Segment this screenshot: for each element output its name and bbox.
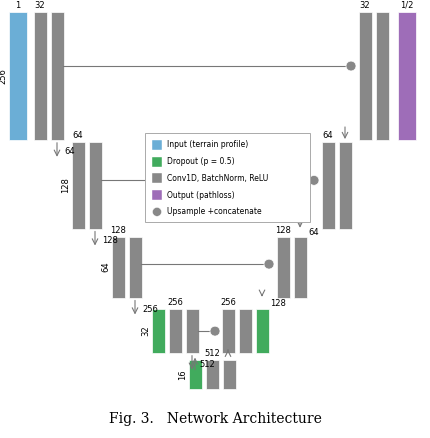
Text: 64: 64 xyxy=(73,131,83,140)
Bar xyxy=(398,12,416,140)
Text: 32: 32 xyxy=(359,1,370,10)
Bar xyxy=(89,142,101,229)
Text: 128: 128 xyxy=(270,299,286,308)
Text: 16: 16 xyxy=(178,369,187,380)
Bar xyxy=(50,12,64,140)
Bar xyxy=(111,237,125,298)
Text: 512: 512 xyxy=(204,349,220,358)
Text: 256: 256 xyxy=(142,305,158,314)
Bar xyxy=(294,237,307,298)
Text: Conv1D, BatchNorm, ReLU: Conv1D, BatchNorm, ReLU xyxy=(167,174,268,183)
Text: 512: 512 xyxy=(199,360,215,369)
Text: 128: 128 xyxy=(275,226,291,235)
Circle shape xyxy=(309,175,319,185)
Bar xyxy=(145,133,310,222)
Text: 32: 32 xyxy=(141,326,150,336)
Circle shape xyxy=(210,326,220,336)
Bar xyxy=(152,173,162,183)
Circle shape xyxy=(153,208,162,216)
Bar xyxy=(185,309,199,353)
Bar xyxy=(129,237,141,298)
Text: Fig. 3.   Network Architecture: Fig. 3. Network Architecture xyxy=(108,412,322,426)
Bar xyxy=(71,142,85,229)
Circle shape xyxy=(346,61,356,71)
Bar xyxy=(188,360,202,389)
Bar xyxy=(9,12,27,140)
Bar xyxy=(375,12,388,140)
Bar xyxy=(255,309,268,353)
Text: 64: 64 xyxy=(308,228,319,237)
Text: Output (pathloss): Output (pathloss) xyxy=(167,191,235,200)
Bar xyxy=(276,237,289,298)
Bar xyxy=(222,360,236,389)
Bar xyxy=(338,142,351,229)
Text: 32: 32 xyxy=(35,1,45,10)
Text: Upsample +concatenate: Upsample +concatenate xyxy=(167,207,261,216)
Bar xyxy=(152,140,162,150)
Bar xyxy=(322,142,335,229)
Text: 64: 64 xyxy=(64,147,75,156)
Bar xyxy=(152,190,162,200)
Text: 64: 64 xyxy=(101,262,110,272)
Bar xyxy=(359,12,372,140)
Text: Dropout (p = 0.5): Dropout (p = 0.5) xyxy=(167,157,235,166)
Bar xyxy=(152,157,162,166)
Text: 128: 128 xyxy=(110,226,126,235)
Bar xyxy=(151,309,165,353)
Text: 64: 64 xyxy=(322,131,333,140)
Bar xyxy=(206,360,218,389)
Circle shape xyxy=(264,259,274,269)
Text: 1: 1 xyxy=(15,1,21,10)
Text: 1/2: 1/2 xyxy=(400,1,414,10)
Bar xyxy=(221,309,234,353)
Text: 256: 256 xyxy=(220,298,236,307)
Bar xyxy=(34,12,46,140)
Text: 256: 256 xyxy=(167,298,183,307)
Text: 256: 256 xyxy=(0,68,7,84)
Text: Input (terrain profile): Input (terrain profile) xyxy=(167,140,248,149)
Bar xyxy=(169,309,181,353)
Text: 128: 128 xyxy=(102,236,118,245)
Text: 128: 128 xyxy=(61,177,70,193)
Bar xyxy=(239,309,252,353)
